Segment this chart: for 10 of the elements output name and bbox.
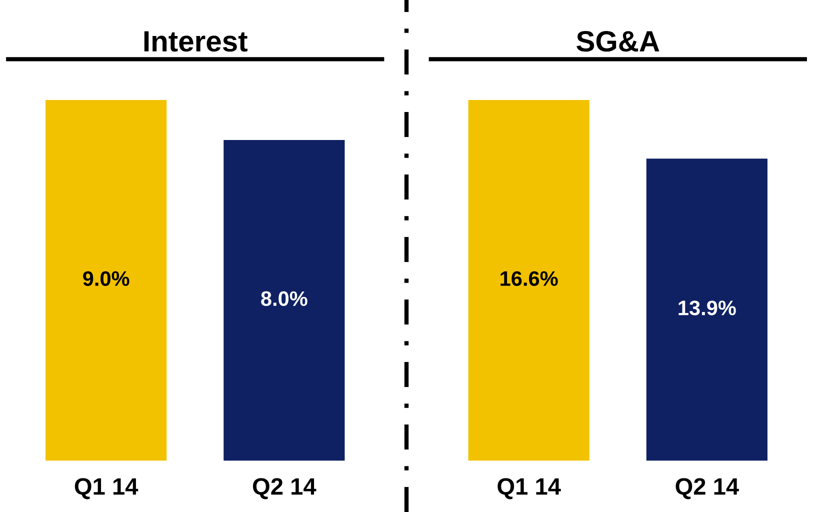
x-tick-label: Q2 14 [252, 478, 316, 500]
x-tick-label: Q2 14 [676, 478, 739, 500]
data-label: 8.0% [261, 291, 308, 306]
data-label: 9.0% [83, 271, 130, 286]
chart-title: SG&A [576, 31, 660, 52]
x-tick-label: Q1 14 [74, 478, 138, 500]
chart-title: Interest [144, 31, 248, 52]
data-label: 16.6% [500, 271, 558, 286]
x-tick-label: Q1 14 [498, 478, 561, 500]
data-label: 13.9% [678, 300, 736, 316]
